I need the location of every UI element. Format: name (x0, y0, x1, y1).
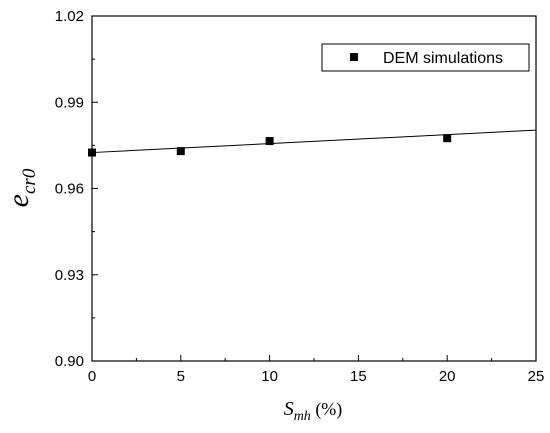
y-tick-label: 0.99 (55, 94, 84, 111)
y-tick-label: 1.02 (55, 8, 84, 25)
legend-label: DEM simulations (383, 50, 503, 67)
fit-line-group (91, 129, 537, 154)
x-tick-label: 25 (528, 368, 545, 385)
y-tick-label: 0.93 (55, 267, 84, 284)
legend: DEM simulations (321, 43, 530, 72)
y-tick-label: 0.96 (55, 181, 84, 198)
x-tick-label: 10 (261, 368, 278, 385)
data-points (88, 134, 452, 157)
data-point (88, 148, 96, 157)
data-point (265, 137, 274, 146)
data-point (443, 134, 452, 143)
x-tick-label: 5 (177, 368, 185, 385)
fit-line (91, 129, 537, 154)
x-tick-label: 0 (88, 368, 96, 385)
x-tick-label: 15 (350, 368, 367, 385)
x-axis: 0 5 10 15 20 25 (88, 355, 545, 385)
legend-marker (350, 53, 358, 61)
y-tick-label: 0.90 (55, 353, 84, 370)
x-axis-label: Smh (%) (284, 398, 343, 424)
x-tick-label: 20 (439, 368, 456, 385)
data-point (176, 147, 185, 156)
y-axis-label: ecr0 (2, 168, 40, 207)
y-axis: 0.90 0.93 0.96 0.99 1.02 (55, 8, 98, 370)
